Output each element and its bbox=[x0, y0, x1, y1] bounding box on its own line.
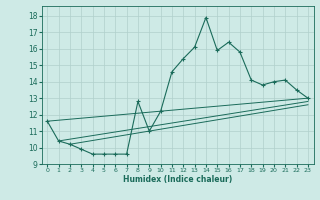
X-axis label: Humidex (Indice chaleur): Humidex (Indice chaleur) bbox=[123, 175, 232, 184]
